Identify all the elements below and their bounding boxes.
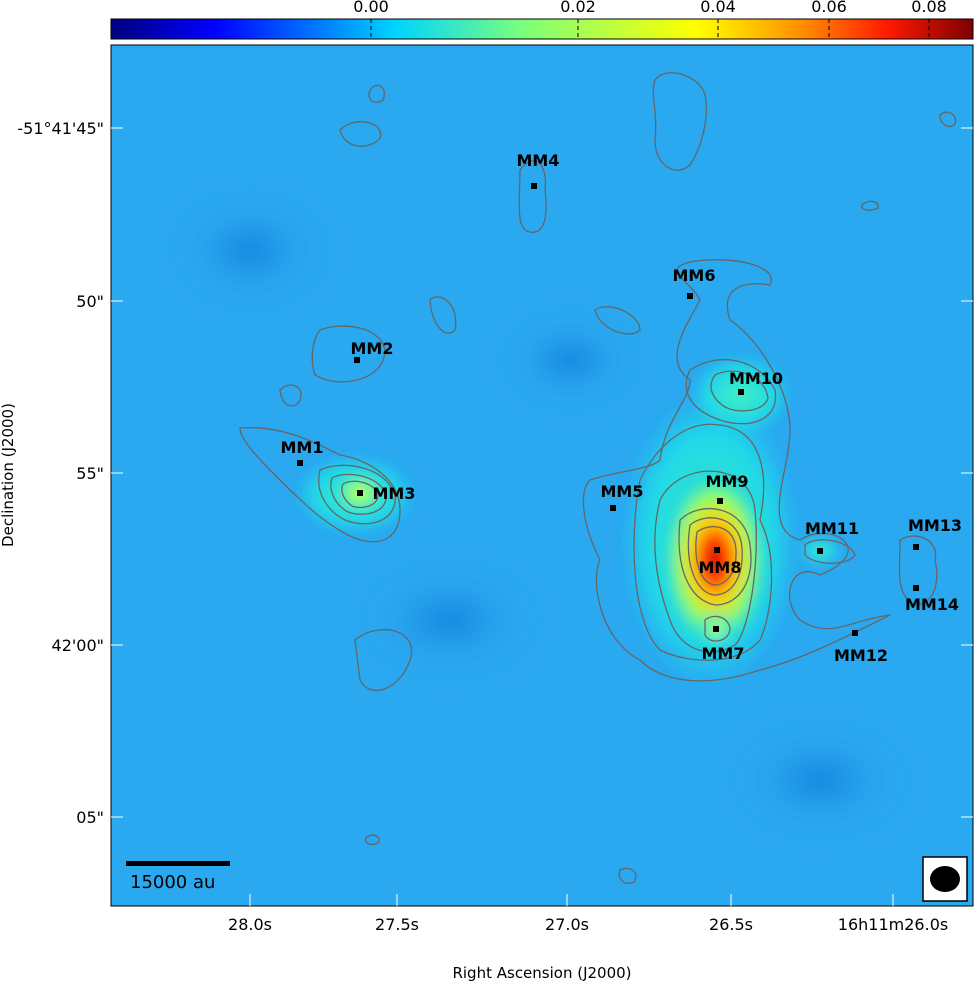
source-label: MM14	[905, 595, 959, 614]
source-label: MM2	[351, 339, 394, 358]
colorbar-tick-label: 0.04	[700, 0, 736, 16]
y-tick-label: 42'00"	[52, 636, 104, 655]
source-label: MM11	[805, 519, 859, 538]
source-label: MM7	[702, 644, 745, 663]
source-label: MM13	[908, 516, 962, 535]
colorbar-tick-label: 0.08	[911, 0, 947, 16]
source-label: MM10	[729, 369, 783, 388]
colorbar-tick-label: 0.00	[353, 0, 389, 16]
source-label: MM9	[706, 472, 749, 491]
y-tick-label: 55"	[76, 464, 104, 483]
colorbar-ticks	[370, 19, 930, 39]
source-label: MM4	[517, 151, 560, 170]
source-label: MM1	[281, 438, 324, 457]
sky-image	[111, 45, 973, 906]
axis-ticks	[111, 127, 973, 906]
source-label: MM12	[834, 646, 888, 665]
beam	[930, 866, 960, 892]
source-label: MM6	[673, 266, 716, 285]
x-tick-label: 28.0s	[228, 915, 272, 934]
y-tick-label: 05"	[76, 808, 104, 827]
colorbar-tick-label: 0.02	[560, 0, 596, 16]
source-label: MM3	[373, 484, 416, 503]
colorbar	[110, 18, 974, 40]
colorbar-tick-label: 0.06	[811, 0, 847, 16]
contours	[239, 72, 957, 884]
scale-bar	[126, 861, 230, 866]
y-tick-label: 50"	[76, 292, 104, 311]
x-tick-label: 16h11m26.0s	[838, 915, 948, 934]
image-frame	[110, 44, 974, 907]
x-tick-label: 27.0s	[545, 915, 589, 934]
source-markers	[297, 183, 919, 636]
y-tick-label: -51°41'45"	[17, 119, 104, 138]
x-axis-label: Right Ascension (J2000)	[452, 964, 631, 982]
source-label: MM8	[699, 558, 742, 577]
scale-bar-label: 15000 au	[130, 872, 215, 893]
source-label: MM5	[601, 482, 644, 501]
x-tick-label: 26.5s	[709, 915, 753, 934]
y-axis-label: Declination (J2000)	[0, 403, 17, 547]
x-tick-label: 27.5s	[375, 915, 419, 934]
